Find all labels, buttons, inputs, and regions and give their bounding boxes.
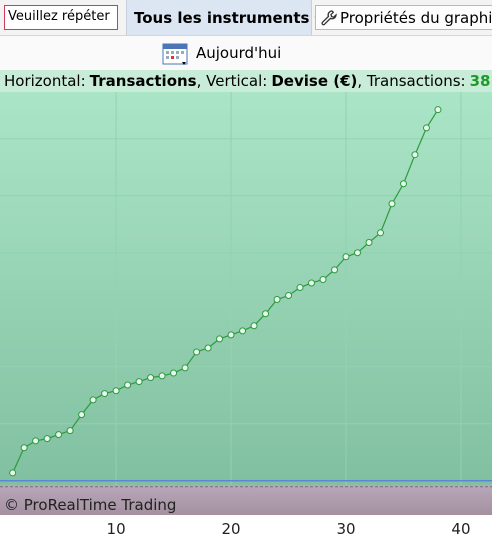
data-point <box>135 378 143 386</box>
data-point <box>227 331 235 339</box>
data-point <box>354 249 362 257</box>
data-point <box>296 284 304 292</box>
data-point <box>216 335 224 343</box>
data-point <box>342 253 350 261</box>
chart: 10 20 30 40 © ProRealTime Trading <box>0 92 492 538</box>
data-point <box>124 381 132 389</box>
bottom-band <box>0 484 492 515</box>
data-point <box>422 124 430 132</box>
properties-button[interactable]: Propriétés du graphique <box>315 5 492 30</box>
data-point <box>112 387 120 395</box>
data-point <box>32 437 40 445</box>
data-point <box>170 369 178 377</box>
data-point <box>273 296 281 304</box>
info-value: Devise (€) <box>271 72 358 90</box>
instruments-label: Tous les instruments <box>134 9 310 27</box>
x-tick-label: 40 <box>451 520 470 538</box>
data-point <box>204 344 212 352</box>
data-point <box>147 374 155 382</box>
data-point <box>399 180 407 188</box>
calendar-icon[interactable] <box>162 40 192 68</box>
info-label: , Transactions: <box>357 72 466 90</box>
info-label: , Vertical: <box>196 72 268 90</box>
data-point <box>158 372 166 380</box>
properties-label: Propriétés du graphique <box>340 9 492 27</box>
data-point <box>388 200 396 208</box>
data-point <box>181 364 189 372</box>
data-point <box>20 444 28 452</box>
data-point <box>434 106 442 114</box>
x-tick-label: 30 <box>336 520 355 538</box>
data-point <box>78 411 86 419</box>
data-point <box>66 427 74 435</box>
data-point <box>262 310 270 318</box>
data-point <box>308 279 316 287</box>
data-point <box>331 266 339 274</box>
data-point <box>55 431 63 439</box>
data-point <box>43 435 51 443</box>
toolbar: Veuillez répéter Tous les instruments ▼ … <box>0 0 492 36</box>
count: 38 <box>469 72 491 90</box>
instruments-button[interactable]: Tous les instruments ▼ <box>126 0 322 35</box>
data-point <box>239 327 247 335</box>
x-tick-label: 20 <box>222 520 241 538</box>
data-point <box>376 229 384 237</box>
data-point <box>411 151 419 159</box>
data-point <box>193 348 201 356</box>
watermark: © ProRealTime Trading <box>4 496 176 514</box>
data-point <box>9 469 17 477</box>
data-point <box>250 322 258 330</box>
info-label: Horizontal: <box>4 72 86 90</box>
data-point <box>319 276 327 284</box>
wrench-icon <box>321 10 337 26</box>
info-bar: Horizontal: Transactions, Vertical: Devise… <box>0 70 492 92</box>
data-point <box>89 396 97 404</box>
info-value: Transactions <box>89 72 197 90</box>
x-tick-label: 10 <box>107 520 126 538</box>
date-label[interactable]: Aujourd'hui <box>196 44 282 62</box>
data-point <box>285 292 293 300</box>
date-row: Aujourd'hui <box>0 36 492 70</box>
search-input[interactable]: Veuillez répéter <box>4 5 118 30</box>
plot-background <box>0 92 492 515</box>
data-point <box>101 390 109 398</box>
data-point <box>365 239 373 247</box>
